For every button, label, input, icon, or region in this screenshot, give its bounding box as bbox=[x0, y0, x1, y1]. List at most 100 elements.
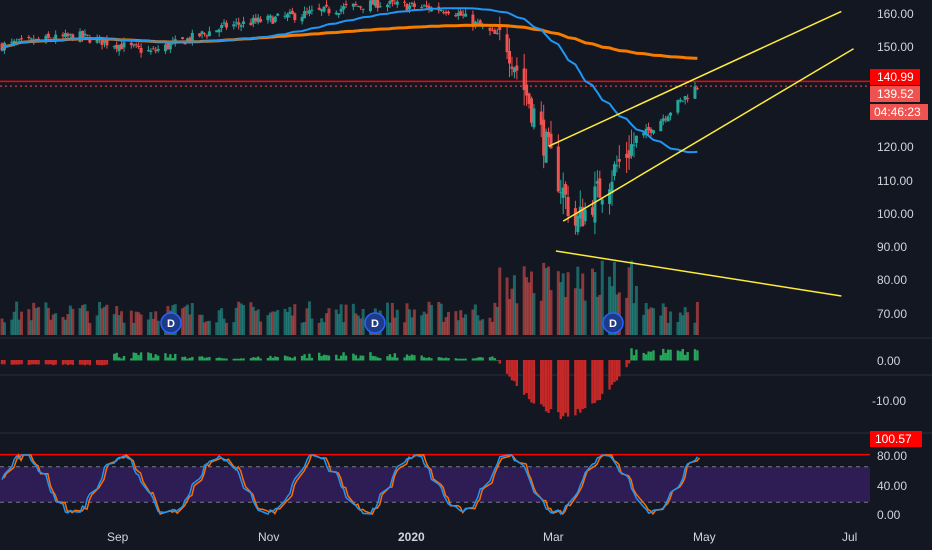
volume-bar bbox=[627, 267, 631, 335]
macd-histogram-bar bbox=[420, 355, 423, 361]
volume-bar bbox=[149, 312, 153, 335]
macd-histogram-bar bbox=[601, 360, 604, 394]
candle-body bbox=[542, 119, 546, 156]
volume-bar bbox=[20, 311, 24, 335]
candle-body bbox=[12, 40, 16, 44]
dividend-marker-label: D bbox=[167, 318, 175, 330]
macd-histogram-bar bbox=[98, 360, 101, 366]
level-price-tag bbox=[870, 69, 920, 85]
volume-bar bbox=[351, 303, 355, 335]
dividend-markers[interactable]: D D D bbox=[160, 312, 624, 334]
volume-bar bbox=[678, 312, 682, 335]
macd-histogram-bar bbox=[249, 358, 253, 361]
macd-histogram-bar bbox=[644, 354, 648, 361]
dividend-marker[interactable] bbox=[602, 312, 624, 334]
macd-histogram-bar bbox=[476, 357, 479, 361]
volume-bar bbox=[98, 301, 102, 335]
macd-histogram-bar bbox=[359, 355, 362, 361]
macd-histogram-bar bbox=[34, 360, 38, 365]
price-tick-label: 110.00 bbox=[877, 174, 913, 188]
candle-body bbox=[320, 9, 324, 12]
volume-bar bbox=[595, 296, 599, 335]
volume-bar bbox=[2, 322, 6, 335]
macd-histogram-bar bbox=[15, 360, 18, 365]
volume-bar bbox=[256, 309, 260, 335]
macd-histogram-bar bbox=[447, 358, 450, 361]
volume-bar bbox=[403, 322, 407, 335]
macd-histogram-bar bbox=[335, 354, 338, 361]
volume-bar bbox=[529, 271, 533, 335]
time-tick-label: 2020 bbox=[398, 530, 425, 544]
macd-histogram-bar bbox=[403, 357, 406, 361]
time-tick-label: Jul bbox=[842, 530, 857, 544]
candle-body bbox=[27, 36, 31, 39]
macd-histogram-bar bbox=[310, 357, 314, 361]
macd-histogram-bar bbox=[542, 360, 545, 407]
candle-body bbox=[578, 206, 582, 219]
macd-histogram-bar bbox=[88, 360, 92, 366]
macd-histogram-bar bbox=[83, 360, 87, 366]
candle-body bbox=[456, 12, 460, 16]
volume-bar bbox=[598, 294, 602, 335]
volume-bar bbox=[505, 277, 509, 335]
time-tick-label: May bbox=[693, 530, 716, 544]
candle-body bbox=[371, 0, 375, 5]
candle-body bbox=[78, 31, 82, 42]
volume-bar bbox=[78, 308, 82, 335]
time-axis[interactable]: Sep Nov 2020 Mar May Jul bbox=[107, 530, 857, 544]
price-panel[interactable] bbox=[0, 0, 932, 434]
macd-histogram-bar bbox=[66, 360, 70, 366]
candle-body bbox=[154, 50, 158, 52]
volume-bar bbox=[583, 300, 587, 335]
macd-histogram-bar bbox=[547, 360, 550, 414]
macd-panel[interactable] bbox=[0, 348, 699, 420]
volume-bar bbox=[337, 313, 341, 335]
macd-histogram-bar bbox=[505, 360, 509, 374]
stochastic-panel[interactable] bbox=[0, 453, 870, 516]
candle-body bbox=[256, 17, 260, 23]
candle-body bbox=[29, 38, 33, 40]
volume-bar bbox=[100, 308, 104, 335]
candle-body bbox=[581, 206, 585, 227]
candle-body bbox=[405, 3, 409, 11]
volume-bar bbox=[676, 321, 680, 335]
macd-histogram-bar bbox=[169, 354, 172, 361]
volume-bar bbox=[151, 318, 155, 335]
candle-body bbox=[478, 20, 482, 26]
volume-bar bbox=[559, 282, 563, 335]
volume-bar bbox=[395, 309, 399, 335]
macd-histogram-bar bbox=[652, 350, 655, 361]
dividend-marker[interactable] bbox=[160, 312, 182, 334]
volume-bar bbox=[437, 301, 441, 335]
price-axis[interactable]: 160.00 150.00 120.00 110.00 100.00 90.00… bbox=[870, 7, 928, 321]
candle-body bbox=[368, 0, 372, 11]
macd-histogram-bar bbox=[493, 358, 497, 361]
macd-histogram-bar bbox=[152, 357, 155, 361]
volume-bar bbox=[183, 306, 187, 335]
candle-body bbox=[34, 38, 38, 41]
macd-histogram-bar bbox=[676, 350, 680, 361]
macd-histogram-bar bbox=[242, 358, 245, 361]
volume-bar bbox=[508, 299, 512, 335]
volume-bar bbox=[207, 320, 211, 335]
volume-bar bbox=[354, 313, 358, 335]
volume-bar bbox=[307, 301, 311, 335]
stoch-tick-label: 40.00 bbox=[877, 479, 907, 493]
volume-bar bbox=[422, 311, 426, 335]
candle-body bbox=[310, 9, 314, 11]
macd-histogram-bar bbox=[10, 360, 13, 365]
time-tick-label: Nov bbox=[258, 530, 279, 544]
volume-bar bbox=[0, 318, 4, 335]
price-tick-label: 90.00 bbox=[877, 240, 907, 254]
macd-histogram-bar bbox=[361, 355, 365, 361]
macd-histogram-bar bbox=[686, 352, 689, 361]
candle-body bbox=[407, 5, 411, 9]
dividend-marker[interactable] bbox=[364, 312, 386, 334]
candle-body bbox=[139, 47, 143, 53]
macd-histogram-bar bbox=[135, 352, 138, 361]
candle-body bbox=[461, 14, 465, 16]
macd-histogram-bar bbox=[320, 356, 323, 361]
price-tick-label: 100.00 bbox=[877, 207, 914, 221]
macd-histogram-bar bbox=[259, 358, 262, 361]
